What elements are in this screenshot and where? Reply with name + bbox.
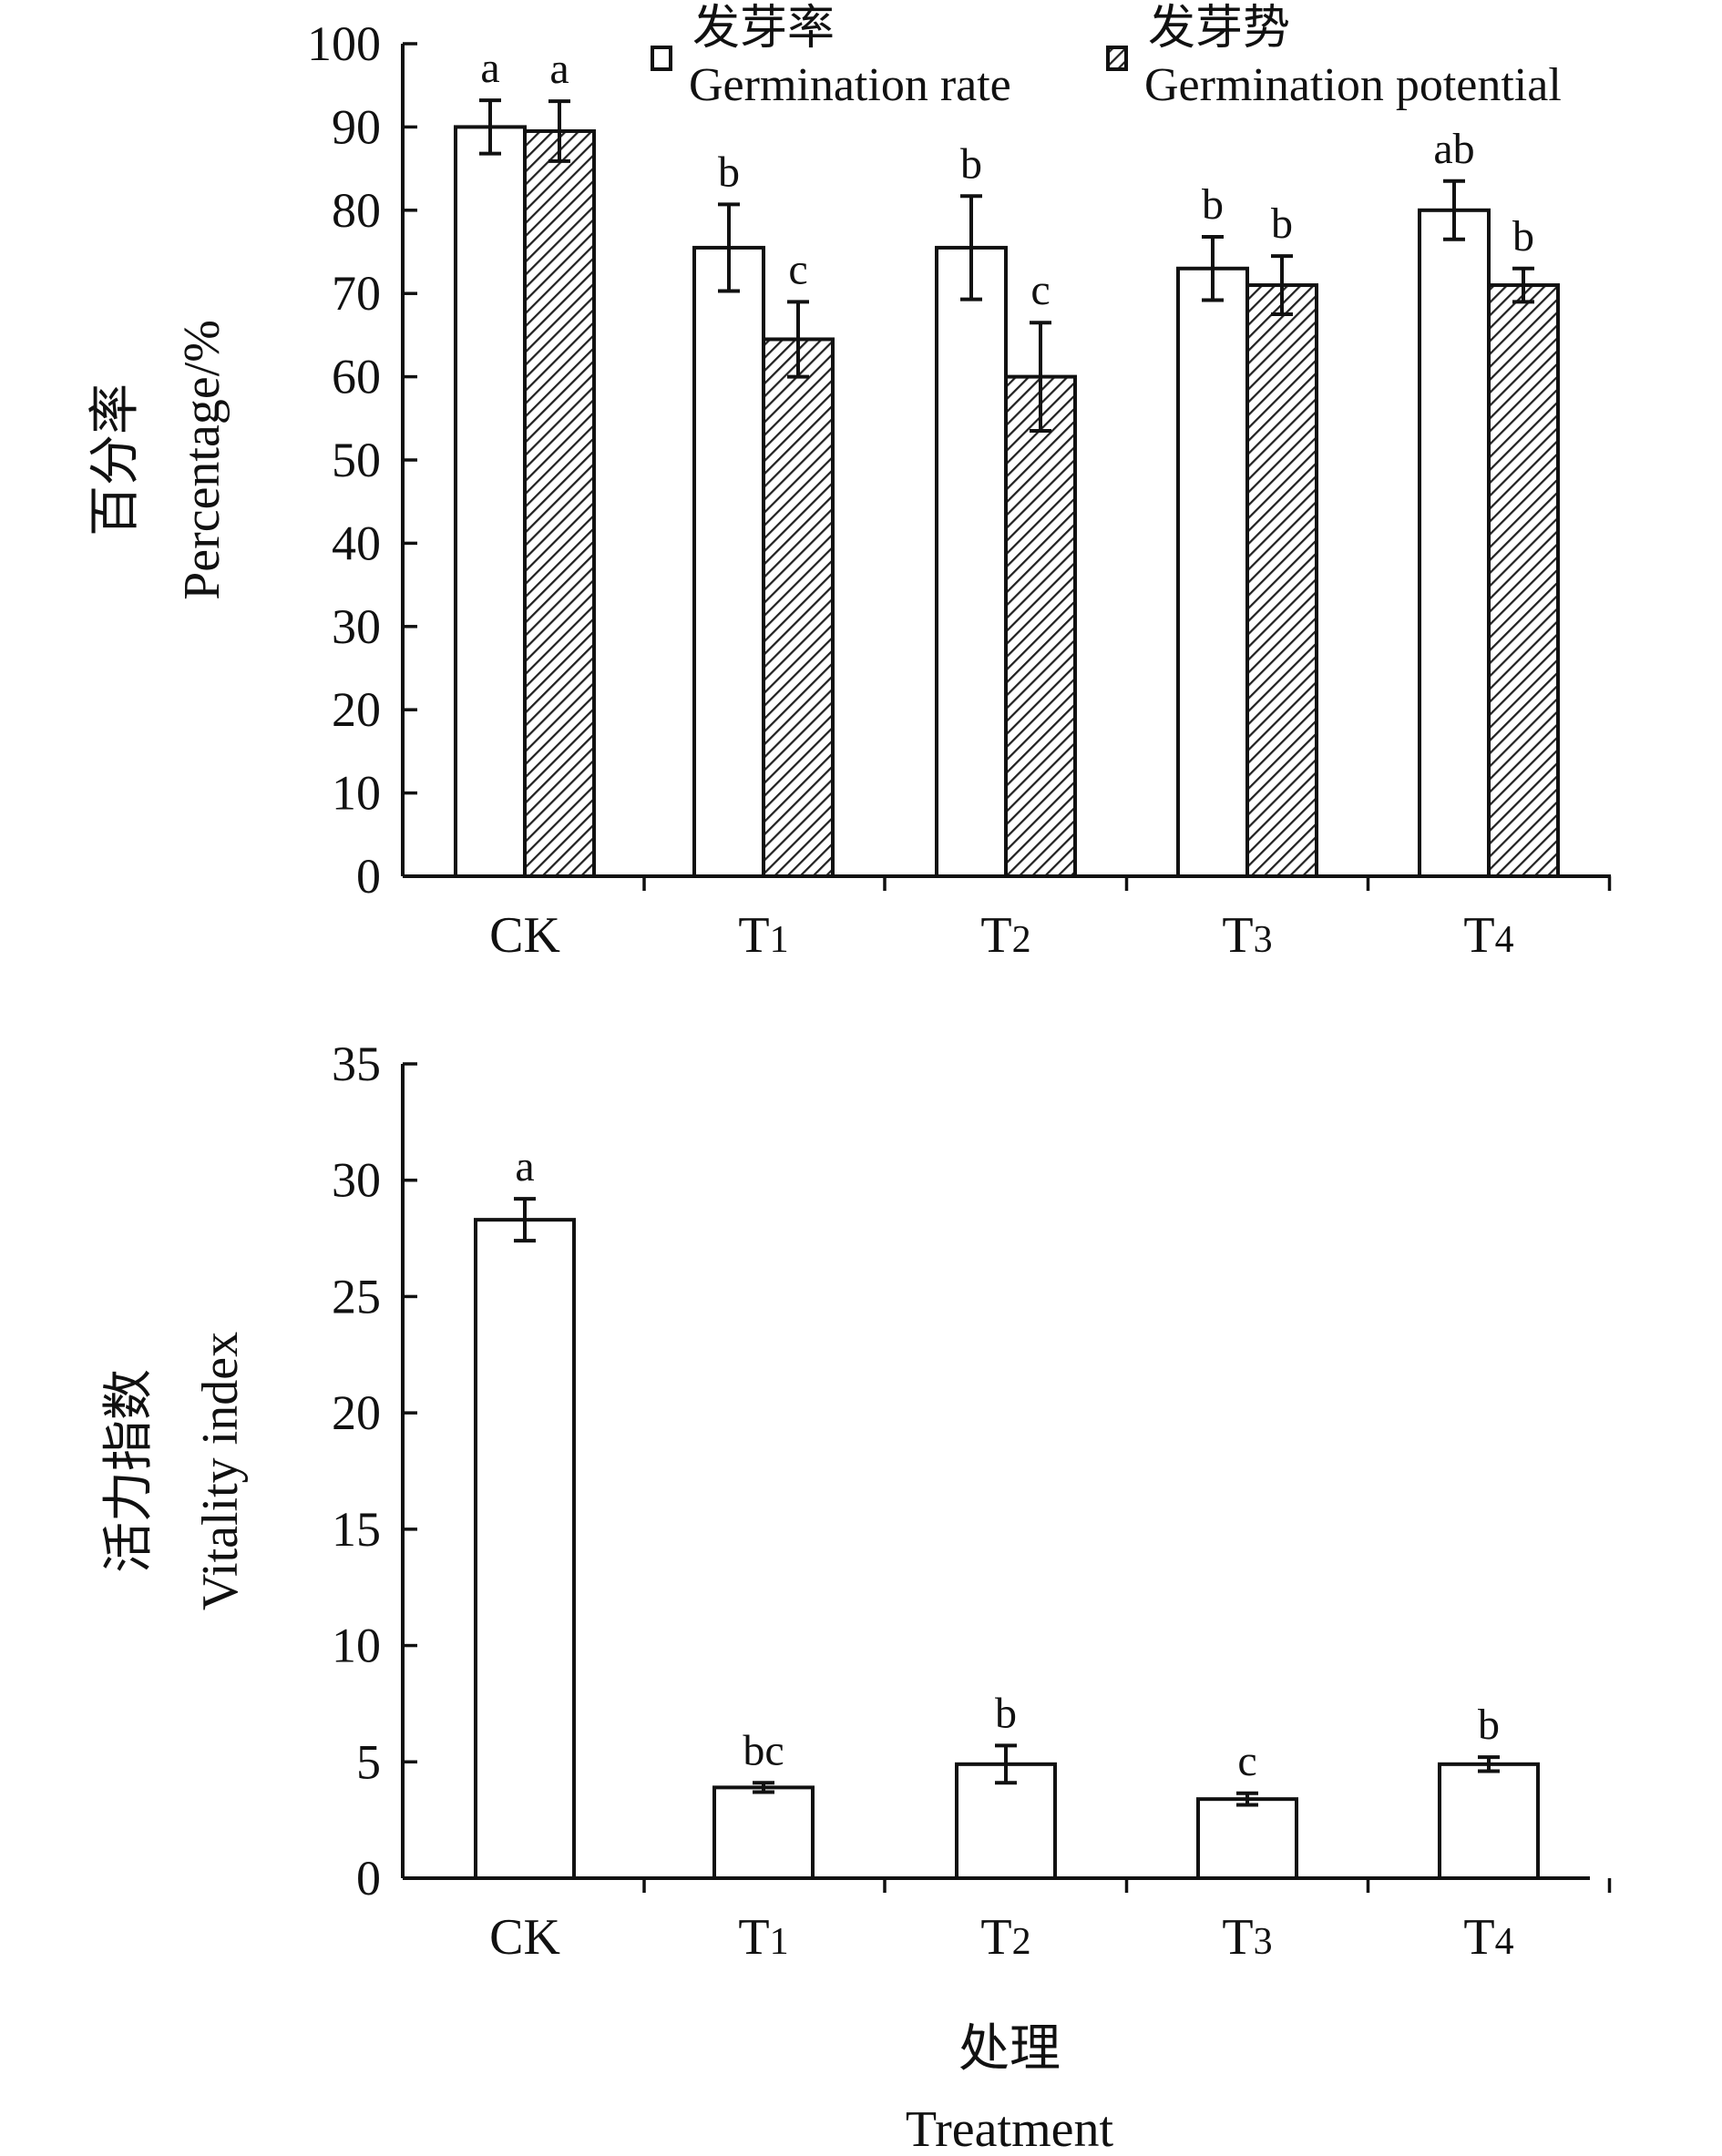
y-tick-label: 20 xyxy=(332,682,381,737)
y-tick-label: 60 xyxy=(332,350,381,404)
bar xyxy=(1418,208,1491,879)
x-tick-label: T2 xyxy=(980,907,1030,964)
bar xyxy=(1004,374,1077,879)
y-tick-label: 70 xyxy=(332,266,381,321)
bar xyxy=(712,1785,815,1880)
bar xyxy=(1487,283,1560,878)
y-tick-label: 10 xyxy=(332,1619,381,1673)
y-axis-label-en: Percentage/% xyxy=(174,320,231,600)
bar xyxy=(692,245,765,878)
legend-swatch xyxy=(1106,46,1128,71)
y-tick-label: 15 xyxy=(332,1502,381,1557)
bar xyxy=(474,1218,576,1880)
significance-letter: c xyxy=(788,245,807,293)
x-tick-label: T3 xyxy=(1222,907,1272,964)
y-tick-label: 30 xyxy=(332,1153,381,1208)
x-tick-label: T2 xyxy=(980,1909,1030,1966)
significance-letter: b xyxy=(718,148,740,196)
bar xyxy=(1176,266,1249,878)
x-axis-label-cn: 处理 xyxy=(958,2021,1061,2078)
x-tick-label: T1 xyxy=(738,907,788,964)
y-tick-label: 5 xyxy=(356,1734,381,1789)
significance-letter: a xyxy=(549,45,569,93)
y-tick-label: 0 xyxy=(356,849,381,904)
x-tick-label: CK xyxy=(489,1909,560,1966)
significance-letter: b xyxy=(1202,180,1224,229)
x-tick-label: T4 xyxy=(1463,907,1513,964)
y-tick-label: 90 xyxy=(332,99,381,154)
legend-label-cn: 发芽势 xyxy=(1148,3,1290,55)
significance-letter: c xyxy=(1030,266,1050,314)
y-tick-label: 100 xyxy=(307,16,381,71)
significance-letter: b xyxy=(1512,212,1534,261)
y-tick-label: 10 xyxy=(332,766,381,821)
x-tick-label: T1 xyxy=(738,1909,788,1966)
bar xyxy=(1438,1762,1540,1880)
bar xyxy=(454,125,527,878)
y-axis-label-cn: 百分率 xyxy=(87,383,144,536)
x-tick-label: T4 xyxy=(1463,1909,1513,1966)
legend-swatch xyxy=(651,46,672,71)
y-tick-label: 35 xyxy=(332,1037,381,1091)
bar xyxy=(762,337,835,879)
y-tick-label: 40 xyxy=(332,516,381,570)
significance-letter: b xyxy=(1271,199,1293,248)
legend-label-en: Germination potential xyxy=(1144,59,1562,111)
bar xyxy=(935,245,1008,878)
y-tick-label: 30 xyxy=(332,599,381,654)
significance-letter: a xyxy=(515,1142,534,1190)
significance-letter: ab xyxy=(1433,125,1474,173)
y-tick-label: 80 xyxy=(332,183,381,238)
y-axis-label-en: Vitality index xyxy=(192,1332,249,1610)
y-axis-label-cn: 活力指数 xyxy=(101,1369,158,1573)
y-tick-label: 25 xyxy=(332,1269,381,1323)
significance-letter: c xyxy=(1237,1737,1256,1785)
bar xyxy=(523,128,596,879)
legend-label-en: Germination rate xyxy=(689,59,1011,111)
significance-letter: a xyxy=(480,44,499,92)
x-axis-label-en: Treatment xyxy=(906,2101,1114,2151)
bar xyxy=(1196,1797,1298,1881)
significance-letter: bc xyxy=(743,1726,784,1774)
x-tick-label: CK xyxy=(489,907,560,964)
legend-label-cn: 发芽率 xyxy=(692,3,835,55)
x-tick-label: T3 xyxy=(1222,1909,1272,1966)
significance-letter: b xyxy=(1478,1701,1500,1749)
significance-letter: b xyxy=(995,1689,1017,1737)
y-tick-label: 0 xyxy=(356,1851,381,1906)
y-tick-label: 50 xyxy=(332,433,381,487)
bar xyxy=(1245,283,1318,878)
significance-letter: b xyxy=(960,139,982,188)
y-tick-label: 20 xyxy=(332,1385,381,1440)
